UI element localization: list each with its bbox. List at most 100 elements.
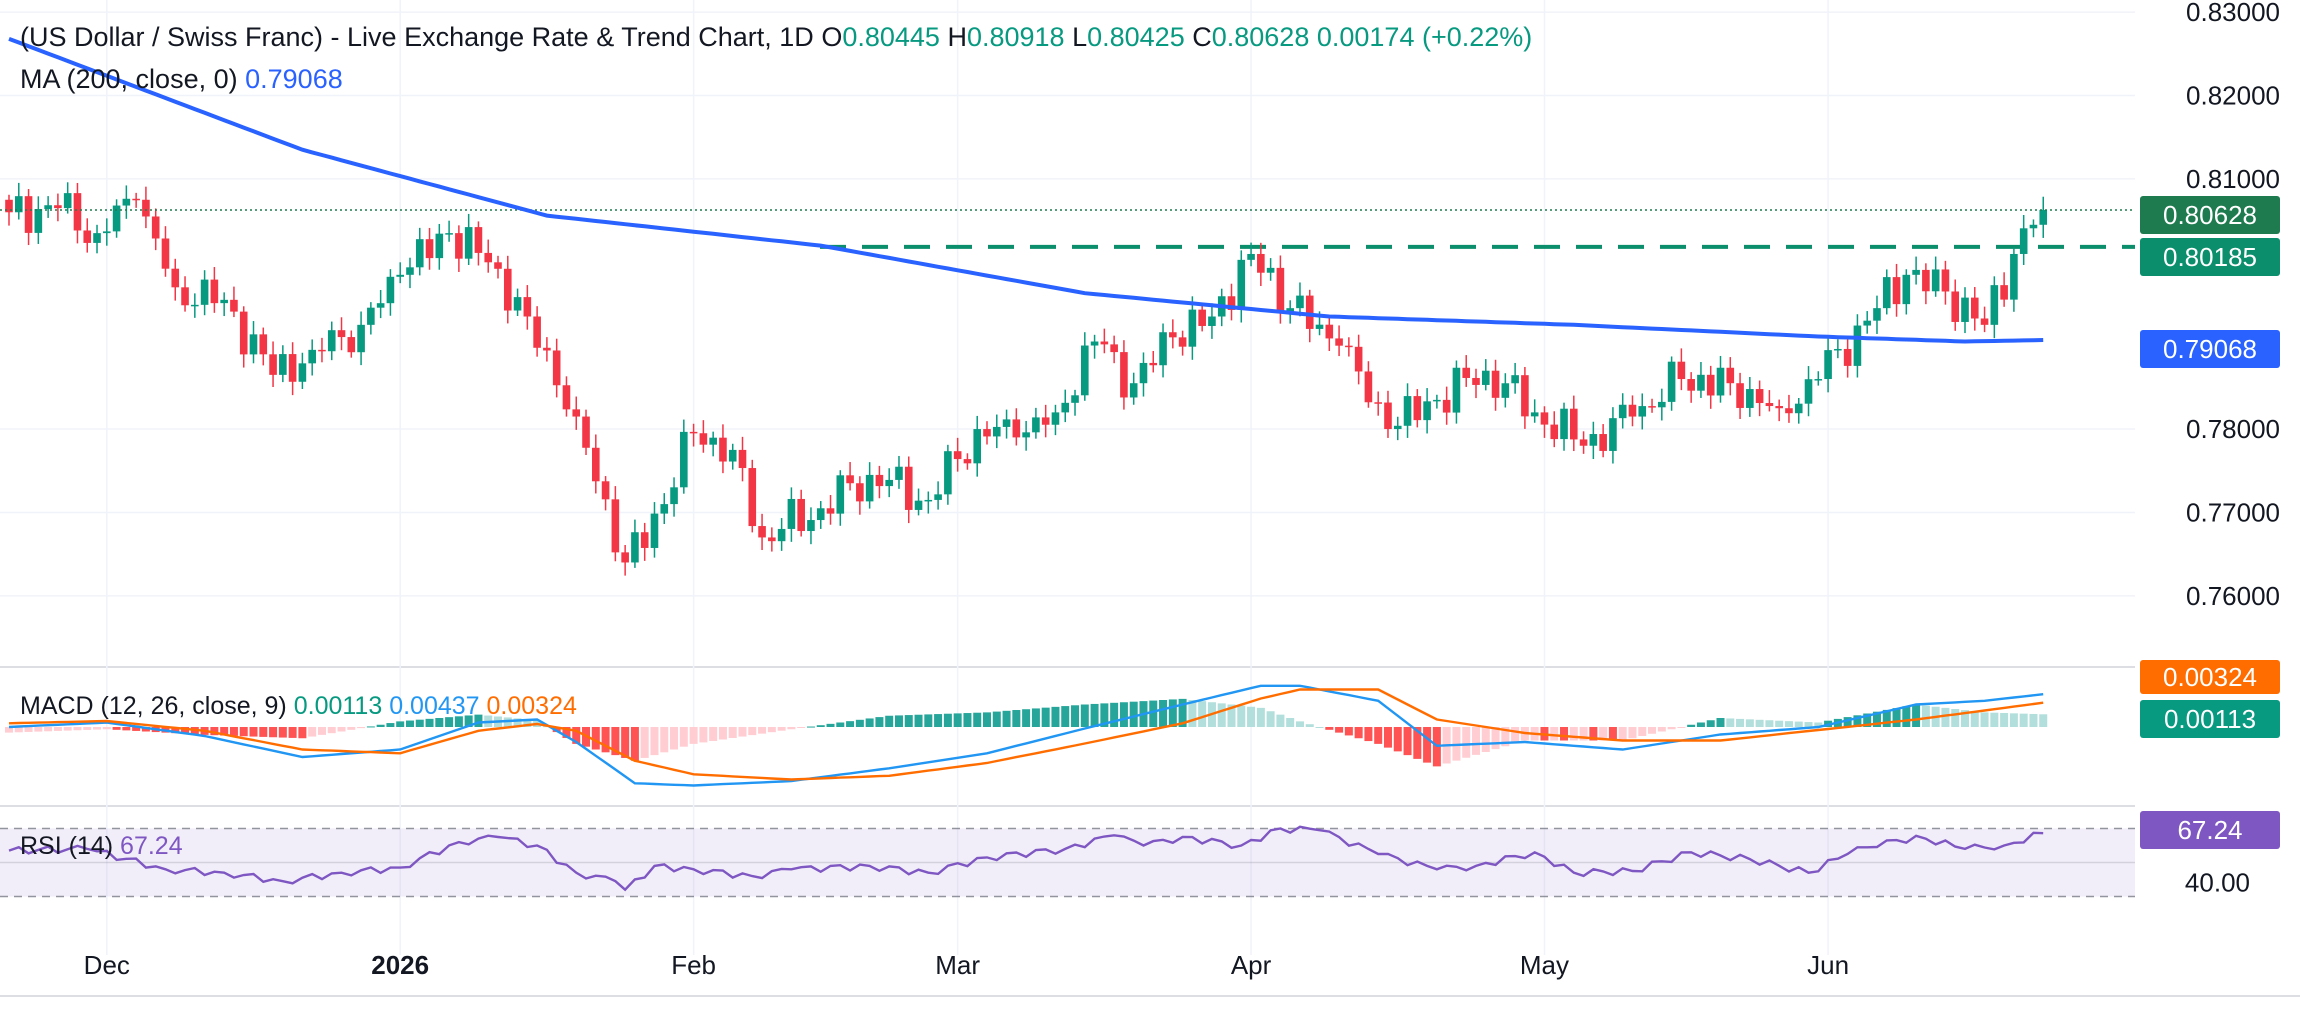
candle-body [1628,404,1637,417]
candle-body [1501,383,1510,398]
macd-signal-value: 0.00324 [486,692,577,720]
macd-hist-bar [699,727,708,743]
candle-body [1716,367,1725,396]
macd-hist-bar [1462,727,1471,758]
candle-body [1511,375,1519,384]
candle-body [24,196,33,233]
candle-body [1051,412,1060,425]
macd-hist-bar [24,727,33,732]
candle-body [1853,325,1862,366]
macd-hist-bar [865,718,874,727]
candle-body [1081,345,1089,396]
macd-hist-bar [728,727,737,739]
candle-body [816,508,825,521]
candle-body [1824,350,1832,380]
time-tick-label: Jun [1807,950,1849,980]
candle-body [1755,389,1764,404]
candle-body [1413,396,1422,421]
time-tick-label: 2026 [371,950,429,980]
macd-hist-bar [1579,727,1588,741]
time-tick-label: Apr [1231,950,1272,980]
candle-body [34,209,43,233]
macd-hist-bar [1080,704,1089,727]
macd-hist-bar [5,727,13,733]
macd-hist-bar [366,726,375,728]
macd-hist-bar [1843,717,1852,727]
time-tick-label: Feb [671,950,716,980]
candle-body [1257,253,1265,273]
macd-hist-bar [1403,727,1412,756]
macd-hist-bar [1423,727,1432,763]
candle-body [435,233,444,259]
candle-body [728,449,737,462]
macd-hist-bar [269,727,278,738]
macd-hist-bar [875,717,884,727]
candle-body [1579,439,1588,446]
macd-hist-bar [73,727,82,731]
candle-body [748,468,757,527]
macd-hist-bar [1569,727,1578,741]
candle-body [1286,308,1294,312]
candle-body [2010,253,2018,300]
candle-body [142,199,150,217]
candle-body [1648,406,1656,408]
candle-body [1022,432,1030,438]
candle-body [1560,408,1568,440]
candle-body [1638,406,1647,417]
macd-hist-bar [1990,712,1999,727]
macd-hist-bar [1775,720,1784,727]
macd-hist-bar [718,727,727,740]
macd-hist-bar [220,727,229,736]
candle-body [738,449,747,469]
macd-hist-bar [611,727,620,756]
macd-hist-bar [1315,727,1324,728]
macd-hist-bar [386,723,395,727]
macd-hist-bar [347,727,356,730]
price-tick-label: 0.76000 [2186,581,2280,611]
candle-body [1325,324,1334,339]
candle-body [1961,297,1969,322]
macd-hist-bar [1804,722,1813,727]
candle-body [904,466,913,510]
macd-hist-bar [337,727,346,732]
macd-hist-bar [1041,707,1050,727]
macd-hist-bar [1335,727,1344,733]
candle-body [455,233,463,259]
candle-body [171,268,180,288]
macd-hist-bar [1941,707,1950,727]
rsi-band-fill [0,828,2135,897]
macd-hist-bar [1374,727,1383,744]
candle-body [259,334,268,355]
macd-hist-bar [836,722,845,727]
macd-hist-bar [1560,727,1569,741]
rsi-value-tag: 67.24 [2140,811,2280,849]
candle-body [2000,285,2008,300]
candle-body [1667,361,1676,402]
macd-line-value: 0.00437 [389,692,480,720]
candle-body [1990,285,1999,325]
candle-body [875,474,884,487]
candle-body [54,205,62,209]
candle-body [1599,434,1607,451]
macd-hist-bar [973,712,982,727]
candle-body [650,513,659,548]
rsi-line [8,825,2044,892]
candle-body [1785,408,1793,414]
candle-body [1139,362,1148,384]
candle-body [1315,324,1324,329]
macd-hist-bar [1168,699,1177,727]
candle-body [1345,345,1353,348]
candle-body [631,532,639,563]
macd-hist-bar [1276,714,1285,727]
macd-hist-bar [425,718,434,727]
macd-hist-bar [2019,713,2028,727]
candle-body [885,479,893,487]
candle-body [963,459,972,464]
macd-hist-bar [1794,721,1803,727]
macd-hist-bar [1071,705,1080,727]
macd-hist-bar [405,720,414,727]
candle-body [640,532,649,548]
macd-hist-bar [1110,702,1119,727]
macd-hist-bar [278,727,287,738]
macd-hist-bar [1501,727,1510,747]
